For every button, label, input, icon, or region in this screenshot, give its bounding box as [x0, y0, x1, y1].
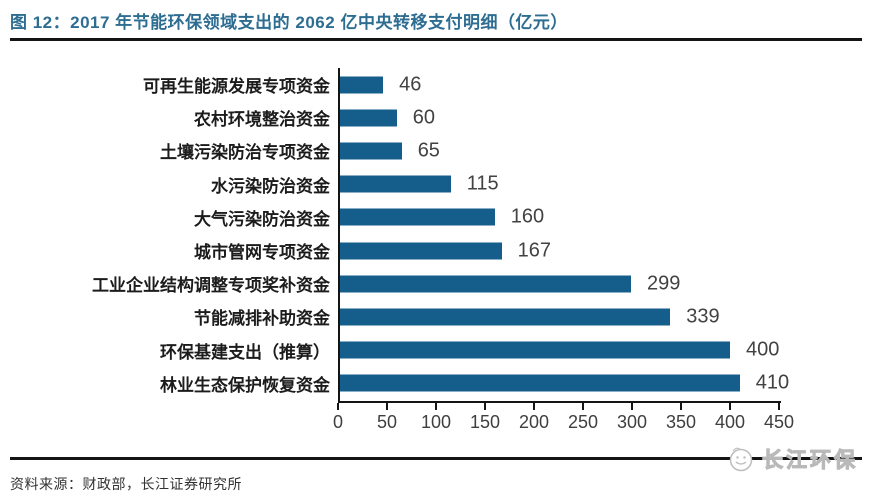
bar-track: 400 [338, 334, 779, 367]
bar-row: 土壤污染防治专项资金 65 [0, 134, 872, 167]
watermark: 长江环保 [726, 443, 858, 475]
x-tick-label: 400 [714, 412, 746, 432]
x-tick [582, 403, 584, 410]
x-tick [680, 403, 682, 410]
bar-row: 林业生态保护恢复资金 410 [0, 367, 872, 400]
bar-row: 可再生能源发展专项资金 46 [0, 68, 872, 101]
bar-category-label: 可再生能源发展专项资金 [143, 77, 330, 97]
bar-category-label: 林业生态保护恢复资金 [160, 375, 330, 395]
x-tick-label: 200 [518, 412, 550, 432]
x-tick-label: 450 [763, 412, 795, 432]
x-tick [729, 403, 731, 410]
bottom-rule [10, 457, 862, 460]
bar-value-label: 65 [417, 139, 440, 162]
bar-value-label: 60 [412, 106, 436, 129]
bar-row: 大气污染防治资金 160 [0, 201, 872, 234]
bar-row: 水污染防治资金 115 [0, 168, 872, 201]
bar-value-label: 339 [686, 305, 720, 328]
bar-value-label: 400 [745, 338, 780, 361]
bar-category-label: 工业企业结构调整专项奖补资金 [92, 276, 330, 296]
bar-rows: 可再生能源发展专项资金 46 农村环境整治资金 60 土壤污染防治专项资金 65 水污染防治… [0, 68, 872, 400]
bar-category-label: 城市管网专项资金 [194, 243, 330, 263]
x-tick [386, 403, 388, 410]
bar-category-label: 大气污染防治资金 [194, 209, 330, 229]
x-axis-line [338, 401, 781, 403]
bar-row: 城市管网专项资金 167 [0, 234, 872, 267]
bar [338, 341, 730, 359]
x-tick-label: 300 [616, 412, 648, 432]
bar-row: 工业企业结构调整专项奖补资金 299 [0, 267, 872, 300]
bar-row: 节能减排补助资金 339 [0, 300, 872, 333]
bar-category-label: 节能减排补助资金 [194, 309, 330, 329]
source-note: 资料来源：财政部，长江证券研究所 [10, 476, 242, 492]
bar [338, 308, 671, 326]
bar [338, 175, 451, 193]
bar-track: 60 [338, 101, 779, 134]
y-axis-line [338, 68, 340, 403]
bar [338, 208, 495, 226]
bar-category-label: 农村环境整治资金 [194, 110, 330, 130]
bar [338, 275, 632, 293]
x-tick [435, 403, 437, 410]
x-tick [630, 403, 633, 410]
bar [338, 76, 384, 94]
x-axis-ticks: 0 50 100 150 200 250 300 350 400 450 [333, 401, 794, 441]
bar [338, 374, 740, 392]
bar-chart: 可再生能源发展专项资金 46 农村环境整治资金 60 土壤污染防治专项资金 65 水污染防治… [0, 68, 872, 448]
x-tick [483, 403, 486, 410]
bar-category-label: 水污染防治资金 [211, 176, 330, 196]
bar-track: 160 [338, 201, 779, 234]
x-tick-label: 150 [469, 412, 501, 432]
bar [338, 142, 402, 160]
watermark-text: 长江环保 [762, 449, 858, 473]
x-tick-label: 100 [420, 412, 452, 432]
bar-value-label: 299 [647, 272, 681, 295]
bar-row: 农村环境整治资金 60 [0, 101, 872, 134]
x-tick [778, 403, 780, 410]
x-tick-label: 0 [332, 412, 344, 432]
bar-track: 46 [338, 68, 779, 101]
bar-track: 299 [338, 267, 779, 300]
bar-value-label: 115 [466, 172, 499, 195]
bar-value-label: 410 [755, 371, 790, 394]
bar-row: 环保基建支出（推算） 400 [0, 334, 872, 367]
bar-track: 115 [338, 168, 779, 201]
bar-value-label: 46 [399, 73, 422, 96]
figure-title: 图 12：2017 年节能环保领域支出的 2062 亿中央转移支付明细（亿元） [10, 13, 568, 32]
bar-track: 339 [338, 300, 779, 333]
bar-value-label: 160 [510, 205, 545, 228]
bar-value-label: 167 [517, 239, 552, 262]
bar-track: 65 [338, 134, 779, 167]
bar-category-label: 环保基建支出（推算） [160, 342, 330, 362]
bar-track: 410 [338, 367, 789, 400]
x-tick-label: 250 [567, 412, 599, 432]
bar [338, 109, 397, 127]
x-tick-label: 350 [665, 412, 697, 432]
bar-category-label: 土壤污染防治专项资金 [160, 143, 330, 163]
x-tick-label: 50 [376, 412, 398, 432]
top-rule [10, 38, 862, 41]
x-tick [337, 403, 339, 410]
globe-icon [729, 447, 753, 472]
bar-track: 167 [338, 234, 779, 267]
bar [338, 242, 502, 260]
x-tick [533, 403, 535, 410]
